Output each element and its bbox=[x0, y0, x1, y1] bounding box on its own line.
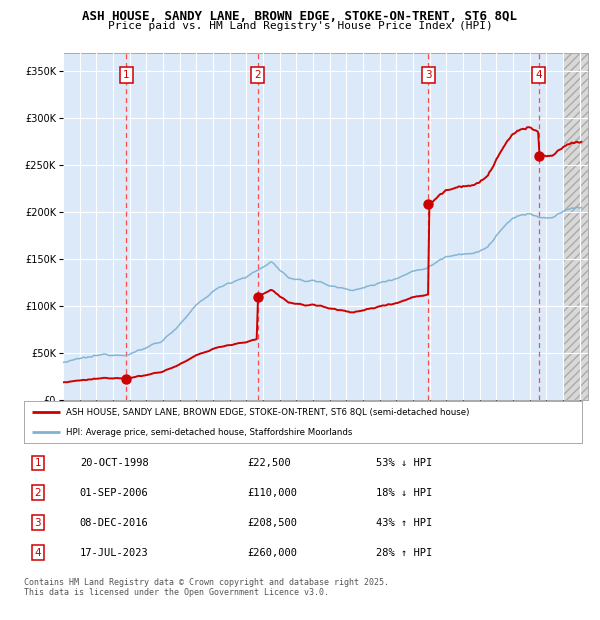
Text: 17-JUL-2023: 17-JUL-2023 bbox=[80, 547, 149, 557]
Text: 3: 3 bbox=[425, 70, 432, 80]
Text: 4: 4 bbox=[535, 70, 542, 80]
Text: 1: 1 bbox=[123, 70, 130, 80]
Text: £260,000: £260,000 bbox=[247, 547, 297, 557]
Text: ASH HOUSE, SANDY LANE, BROWN EDGE, STOKE-ON-TRENT, ST6 8QL: ASH HOUSE, SANDY LANE, BROWN EDGE, STOKE… bbox=[83, 10, 517, 23]
Text: 18% ↓ HPI: 18% ↓ HPI bbox=[376, 488, 432, 498]
Text: 28% ↑ HPI: 28% ↑ HPI bbox=[376, 547, 432, 557]
Text: 3: 3 bbox=[35, 518, 41, 528]
Text: £110,000: £110,000 bbox=[247, 488, 297, 498]
Text: 43% ↑ HPI: 43% ↑ HPI bbox=[376, 518, 432, 528]
Text: ASH HOUSE, SANDY LANE, BROWN EDGE, STOKE-ON-TRENT, ST6 8QL (semi-detached house): ASH HOUSE, SANDY LANE, BROWN EDGE, STOKE… bbox=[66, 407, 469, 417]
Text: £208,500: £208,500 bbox=[247, 518, 297, 528]
Text: £22,500: £22,500 bbox=[247, 458, 291, 468]
Text: 2: 2 bbox=[254, 70, 261, 80]
Text: Contains HM Land Registry data © Crown copyright and database right 2025.
This d: Contains HM Land Registry data © Crown c… bbox=[24, 578, 389, 597]
Text: HPI: Average price, semi-detached house, Staffordshire Moorlands: HPI: Average price, semi-detached house,… bbox=[66, 428, 352, 437]
Bar bbox=[565, 53, 589, 400]
Text: 01-SEP-2006: 01-SEP-2006 bbox=[80, 488, 149, 498]
Text: 2: 2 bbox=[35, 488, 41, 498]
Text: Price paid vs. HM Land Registry's House Price Index (HPI): Price paid vs. HM Land Registry's House … bbox=[107, 21, 493, 31]
Text: 20-OCT-1998: 20-OCT-1998 bbox=[80, 458, 149, 468]
Text: 53% ↓ HPI: 53% ↓ HPI bbox=[376, 458, 432, 468]
Text: 1: 1 bbox=[35, 458, 41, 468]
Text: 08-DEC-2016: 08-DEC-2016 bbox=[80, 518, 149, 528]
Text: 4: 4 bbox=[35, 547, 41, 557]
